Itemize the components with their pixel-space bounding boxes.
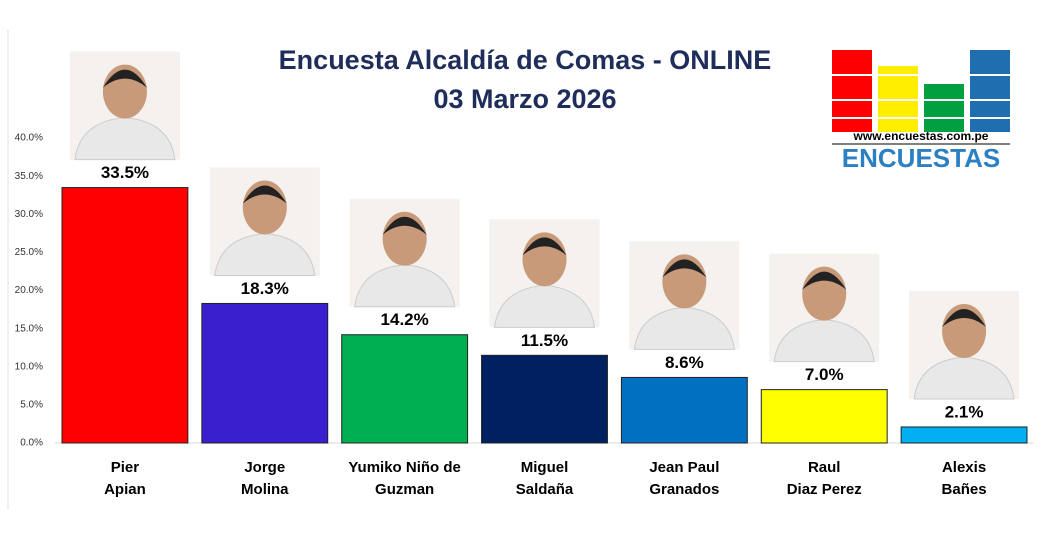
y-tick-label: 35.0% (15, 171, 43, 182)
x-tick-label: Saldaña (516, 481, 574, 498)
y-tick-label: 5.0% (20, 400, 43, 411)
bar (341, 334, 469, 444)
photo-hair (942, 308, 987, 327)
x-tick-label: Pier (111, 459, 140, 476)
chart-title: Encuesta Alcaldía de Comas - ONLINE (279, 45, 772, 75)
photo-hair (242, 185, 287, 204)
value-label: 18.3% (241, 279, 289, 298)
photo-hair (802, 271, 847, 290)
photo-hair (522, 237, 567, 256)
y-tick-label: 10.0% (15, 361, 43, 372)
candidate-photo (349, 198, 460, 308)
y-tick-label: 40.0% (15, 133, 43, 144)
y-tick-label: 20.0% (15, 285, 43, 296)
x-tick-label: Jean Paul (649, 459, 719, 476)
brand-url: www.encuestas.com.pe (853, 129, 989, 143)
x-tick-label: Yumiko Niño de (348, 459, 461, 476)
value-label: 14.2% (381, 310, 429, 329)
brand-logo (832, 50, 1010, 145)
brand-name: ENCUESTAS (842, 143, 1000, 173)
x-tick-label: Miguel (521, 459, 569, 476)
candidate-photo (489, 219, 600, 328)
x-tick-label: Bañes (942, 481, 987, 498)
bar (201, 302, 329, 444)
photo-hair (662, 259, 707, 278)
y-tick-label: 25.0% (15, 247, 43, 258)
candidate-photo (69, 51, 180, 161)
value-label: 8.6% (665, 353, 704, 372)
photo-hair (382, 216, 427, 235)
value-label: 2.1% (945, 402, 984, 421)
value-label: 33.5% (101, 163, 149, 182)
value-label: 11.5% (521, 331, 568, 350)
bar (760, 389, 888, 444)
x-tick-label: Guzman (375, 481, 434, 498)
bar (900, 426, 1028, 444)
value-label: 7.0% (805, 365, 844, 384)
bar (61, 187, 189, 444)
candidate-photo (629, 241, 740, 350)
y-tick-label: 30.0% (15, 209, 43, 220)
x-tick-label: Jorge (244, 459, 285, 476)
photo-hair (102, 69, 147, 88)
x-tick-label: Alexis (942, 459, 986, 476)
x-tick-label: Granados (649, 481, 719, 498)
x-tick-label: Diaz Perez (787, 481, 862, 498)
bar (481, 354, 608, 444)
x-tick-label: Molina (241, 481, 289, 498)
bar (620, 376, 748, 444)
y-tick-label: 15.0% (15, 323, 43, 334)
chart-subtitle: 03 Marzo 2026 (433, 84, 616, 114)
x-tick-label: Raul (808, 459, 841, 476)
x-tick-label: Apian (104, 481, 146, 498)
y-tick-label: 0.0% (20, 438, 43, 449)
candidate-photo (209, 167, 320, 276)
candidate-photo (769, 253, 880, 363)
candidate-photo (909, 290, 1020, 400)
